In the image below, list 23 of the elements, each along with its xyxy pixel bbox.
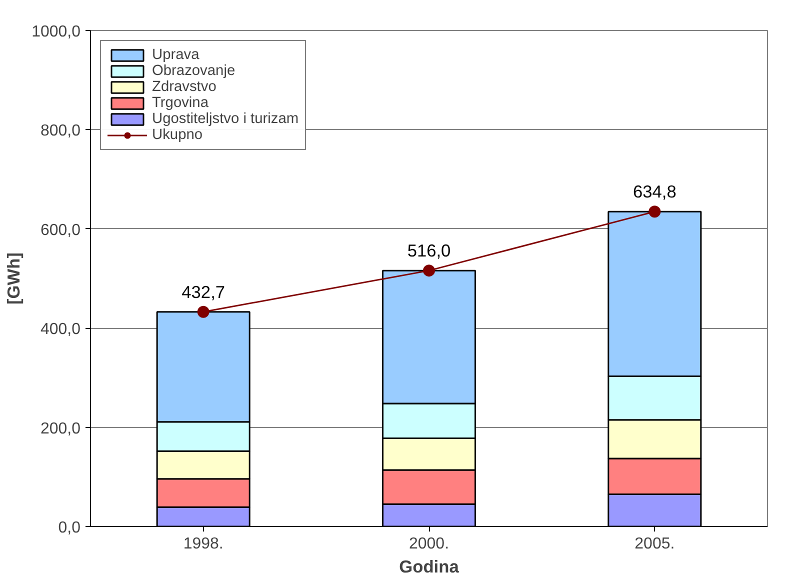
y-tick-label: 0,0 xyxy=(58,520,81,536)
legend-label: Zdravstvo xyxy=(152,79,216,95)
point xyxy=(197,306,210,318)
x-axis-title: Godina xyxy=(399,556,460,576)
point xyxy=(423,264,435,277)
y-tick-label: 200,0 xyxy=(40,420,81,438)
legend-label: Obrazovanje xyxy=(152,63,236,79)
x-tick-label: 2005. xyxy=(634,536,675,552)
y-axis-title: [GWh] xyxy=(4,252,24,304)
legend-label: Ugostiteljstvo i turizam xyxy=(152,111,299,127)
x-tick-label: 2000. xyxy=(408,536,450,552)
legend-label: Uprava xyxy=(152,47,200,63)
y-tick-label: 800,0 xyxy=(40,122,81,140)
y-tick-label: 400,0 xyxy=(40,321,81,338)
legend-label: Trgovina xyxy=(152,95,208,111)
data-label: 634,8 xyxy=(632,182,676,202)
data-label: 432,7 xyxy=(182,282,226,302)
data-label: 516,0 xyxy=(407,240,451,261)
point xyxy=(648,206,661,218)
y-tick-label: 600,0 xyxy=(40,222,81,239)
y-tick-label: 1000,0 xyxy=(32,24,81,40)
x-tick-label: 1998. xyxy=(183,536,224,552)
legend-label: Ukupno xyxy=(152,127,203,143)
